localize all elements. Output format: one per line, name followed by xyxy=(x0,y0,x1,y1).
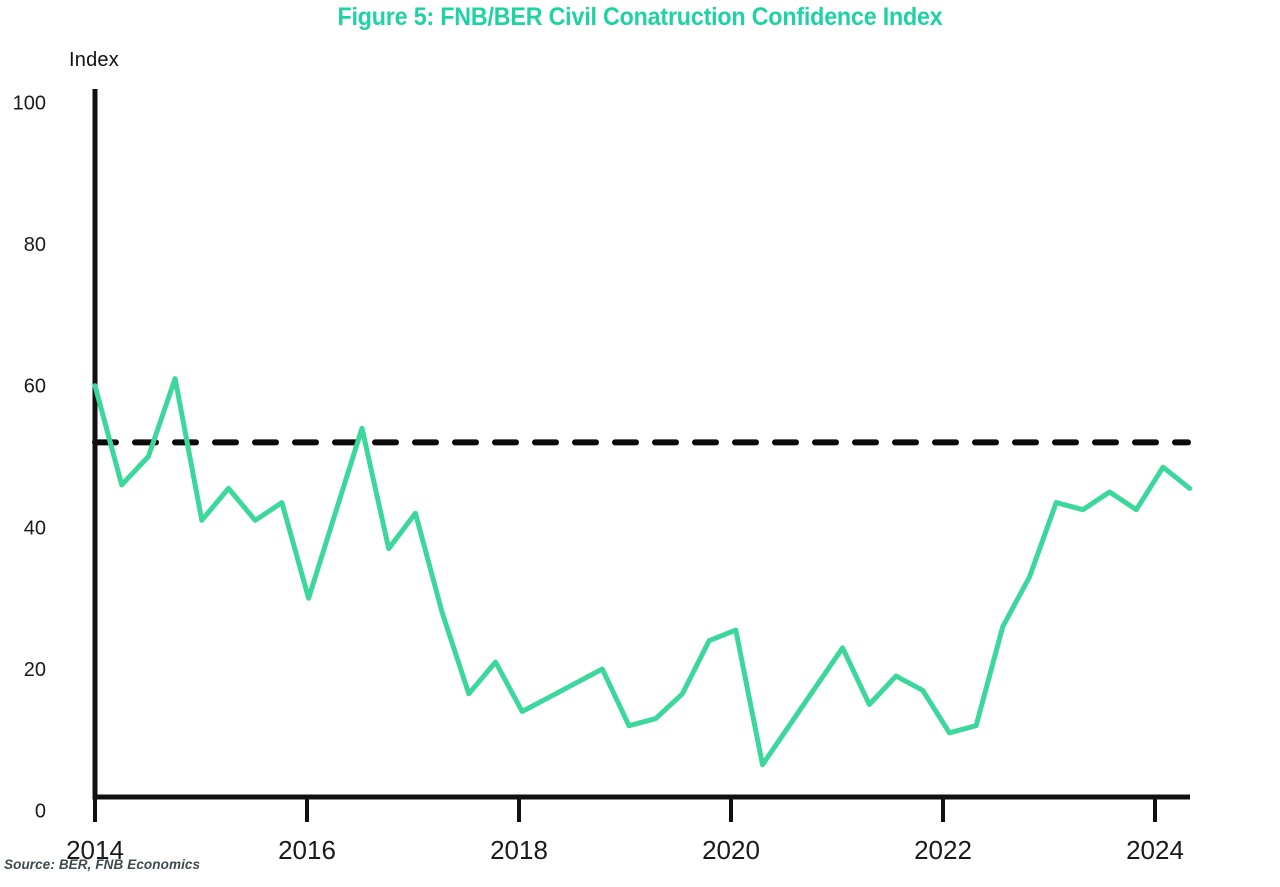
confidence-index-line xyxy=(92,376,1193,768)
y-tick-label: 60 xyxy=(24,376,46,398)
y-tick-label: 0 xyxy=(35,801,46,823)
x-tick-label: 2018 xyxy=(490,835,548,865)
x-tick-label: 2014 xyxy=(66,835,124,865)
y-tick-label: 40 xyxy=(24,517,46,539)
chart-title: Figure 5: FNB/BER Civil Conatruction Con… xyxy=(337,3,943,31)
source-note: Source: BER, FNB Economics xyxy=(4,857,201,872)
x-tick-label: 2022 xyxy=(914,835,972,865)
x-tick-label: 2020 xyxy=(702,835,760,865)
y-tick-label: 20 xyxy=(24,659,46,681)
x-tick-label: 2016 xyxy=(278,835,336,865)
y-tick-label: 80 xyxy=(24,234,46,256)
y-axis-title: Index xyxy=(69,49,119,71)
x-tick-label: 2024 xyxy=(1126,835,1184,865)
y-tick-label: 100 xyxy=(13,92,46,114)
